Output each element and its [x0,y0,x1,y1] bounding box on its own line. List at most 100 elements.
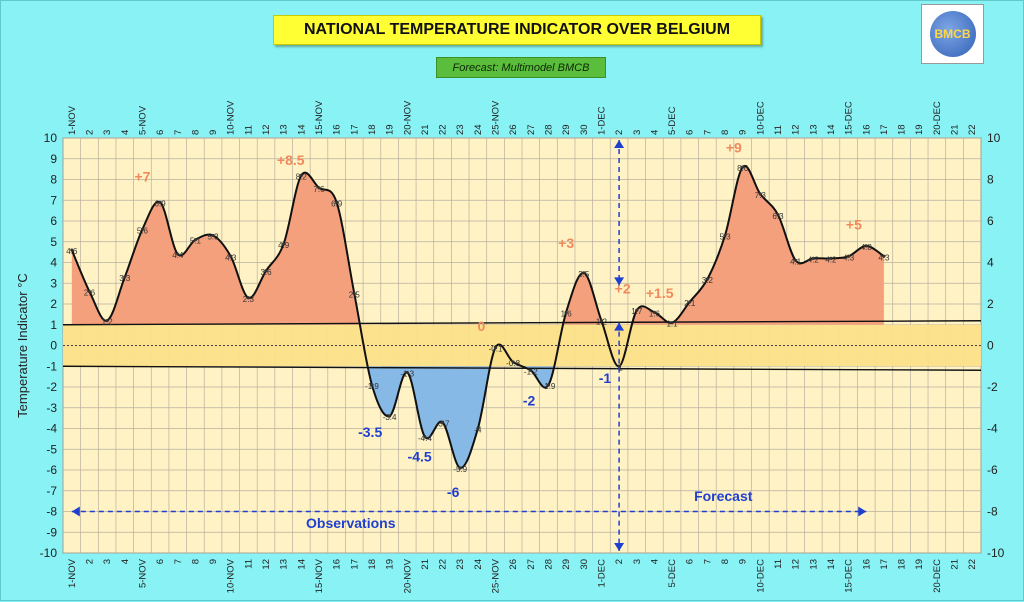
data-point [352,292,356,296]
data-label: 4.3 [878,253,890,262]
data-label: 7.3 [755,191,767,200]
data-label: 1.2 [102,318,114,327]
data-point [617,364,621,368]
arrows [71,140,867,551]
data-label: 7.6 [313,185,325,194]
data-point [335,200,339,204]
anomaly-annotation: -1 [599,370,612,386]
anomaly-annotation: -2 [523,393,536,409]
x-tick-label-bottom: 16 [332,559,343,570]
x-tick-label-bottom: 14 [296,559,307,570]
data-point [652,310,657,314]
data-point [688,300,692,304]
x-tick-label-bottom: 13 [808,559,819,570]
x-tick-label-bottom: 9 [738,559,749,564]
data-label: -1.9 [365,382,379,391]
x-tick-label-bottom: 20-NOV [402,558,413,593]
x-tick-label-top: 19 [914,124,925,135]
x-tick-label-top: 29 [561,124,572,135]
y-tick-label-right: 6 [987,214,994,228]
x-tick-label-top: 21 [420,124,431,135]
data-label: 1.1 [666,320,678,329]
x-tick-label-bottom: 12 [791,559,802,570]
data-label: 5.3 [207,233,219,242]
x-tick-label-bottom: 21 [950,559,961,570]
data-point [546,383,551,387]
x-tick-label-bottom: 3 [102,559,113,564]
x-tick-label-bottom: 12 [261,559,272,570]
x-tick-label-bottom: 19 [914,559,925,570]
x-tick-label-top: 6 [155,130,166,135]
warm-anomaly-area [71,165,884,325]
anomaly-annotation: -6 [447,484,460,500]
data-label: 8.6 [737,164,749,173]
anomaly-annotation: +3 [558,235,574,251]
y-tick-label-left: -5 [46,442,57,456]
data-label: 2.1 [684,299,696,308]
x-tick-label-bottom: 1-NOV [67,558,78,588]
x-tick-label-top: 20-NOV [402,100,413,135]
x-tick-label-top: 5-NOV [137,105,148,135]
y-tick-label-left: -6 [46,463,57,477]
data-point [193,238,198,242]
logo-emblem: BMCB [929,11,976,57]
data-point [87,289,92,294]
data-label: 4.3 [843,253,855,262]
y-tick-label-right: 0 [987,339,994,353]
x-tick-label-top: 11 [243,125,254,135]
data-point [846,254,851,258]
x-tick-label-top: 4 [120,130,131,135]
data-label: 2.5 [349,291,361,300]
data-point [264,269,268,273]
x-tick-label-bottom: 15-DEC [844,559,855,593]
data-label: 5.1 [190,237,202,246]
data-point [670,321,674,325]
x-tick-label-bottom: 27 [526,559,537,570]
data-label: 6.9 [331,199,343,208]
data-point [794,258,798,263]
data-label: 3.3 [119,274,131,283]
data-point [741,165,745,169]
x-tick-label-top: 30 [579,124,590,135]
data-point [582,271,586,275]
x-tick-label-bottom: 10-NOV [226,558,237,593]
x-tick-label-top: 15-NOV [314,100,325,135]
anomaly-annotation: -3.5 [358,424,382,440]
data-point [776,213,780,217]
data-point [882,254,886,258]
bmcb-logo: BMCB [921,4,984,64]
data-label: 4.1 [790,257,802,266]
x-tick-label-bottom: 25-NOV [491,558,502,593]
data-label: 4.6 [66,247,78,256]
x-tick-label-bottom: 6 [155,559,166,564]
anomaly-annotation: +8.5 [277,152,305,168]
data-label: -1.3 [400,369,414,378]
x-tick-label-top: 10-DEC [755,101,766,135]
normal-lower-line [62,365,982,371]
x-tick-label-top: 2 [614,130,625,135]
arrowhead [71,506,80,517]
anomaly-annotation: +9 [726,140,742,156]
anomaly-annotation: +5 [846,216,862,232]
x-tick-label-bottom: 5-NOV [137,558,148,588]
x-tick-label-top: 27 [526,124,537,135]
x-tick-label-bottom: 21 [420,559,431,570]
x-tick-label-bottom: 24 [473,559,484,570]
x-tick-label-bottom: 6 [685,559,696,564]
x-tick-label-top: 14 [826,124,837,135]
y-tick-label-left: 9 [50,152,57,166]
data-label: -1.9 [542,382,556,391]
y-axis-title: Temperature Indicator °C [15,273,30,418]
data-point [864,244,868,248]
data-point [387,414,392,418]
x-tick-label-top: 22 [967,124,978,135]
x-tick-label-bottom: 11 [773,559,784,569]
x-tick-label-bottom: 23 [455,559,466,570]
x-tick-label-bottom: 15-NOV [314,558,325,593]
x-tick-label-top: 12 [791,124,802,135]
data-label: 6.3 [772,212,784,221]
y-tick-label-left: -8 [46,505,57,519]
x-tick-label-top: 6 [685,130,696,135]
anomaly-annotation: +1.5 [646,285,674,301]
